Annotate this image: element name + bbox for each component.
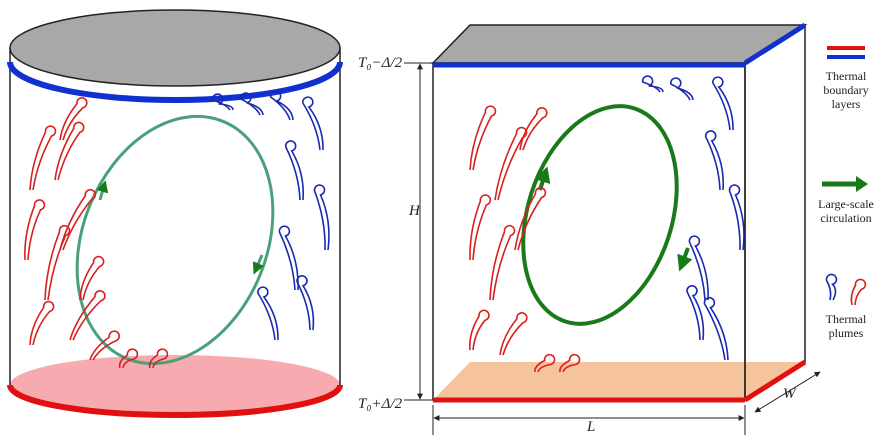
- plume: [704, 130, 725, 191]
- plume: [670, 77, 694, 101]
- plume: [79, 255, 105, 301]
- plume: [712, 76, 734, 131]
- plume: [284, 140, 305, 201]
- plume: [489, 224, 516, 301]
- length-label: L: [586, 419, 595, 435]
- legend-label: Large-scale: [818, 197, 874, 211]
- circulation: [75, 114, 275, 366]
- plume: [703, 296, 729, 361]
- plume: [534, 353, 556, 373]
- height-label: H: [408, 203, 421, 219]
- legend-label: Thermal: [826, 69, 867, 83]
- cold-layer: [7, 61, 343, 103]
- plume: [559, 353, 581, 373]
- plume: [29, 125, 57, 191]
- hot-plate: [433, 362, 805, 400]
- plume: [240, 92, 264, 116]
- legend-label: boundary: [823, 83, 868, 97]
- plume: [257, 286, 279, 341]
- plume: [302, 96, 324, 151]
- plume: [211, 93, 234, 111]
- plume: [641, 75, 664, 93]
- plume: [59, 97, 88, 141]
- plume: [54, 121, 85, 181]
- circulation: [521, 104, 679, 326]
- legend: [822, 46, 868, 192]
- plume: [148, 348, 169, 369]
- legend-text: ThermalboundarylayersLarge-scalecirculat…: [818, 69, 874, 340]
- plume: [44, 224, 71, 301]
- plume: [688, 235, 709, 301]
- legend-label: Thermal: [826, 312, 867, 326]
- plume: [514, 186, 547, 251]
- plumes: [24, 75, 867, 373]
- plume: [825, 273, 838, 301]
- top-temperature: T₀−Δ/2: [358, 55, 403, 71]
- cold-plate: [9, 9, 341, 87]
- plume: [728, 184, 745, 251]
- box: [404, 22, 821, 435]
- cylinder: [7, 9, 343, 418]
- plume: [278, 225, 299, 291]
- plume: [296, 275, 315, 331]
- plume: [69, 290, 106, 341]
- hot-plate: [10, 355, 340, 415]
- plume: [24, 199, 46, 261]
- plume: [686, 285, 705, 341]
- plume: [29, 300, 55, 346]
- plume: [269, 90, 294, 121]
- hot-layer: [7, 384, 343, 418]
- plume: [850, 278, 867, 306]
- plume: [469, 194, 492, 261]
- plume: [118, 348, 139, 369]
- plume: [499, 312, 528, 356]
- plume: [59, 188, 97, 251]
- legend-label: circulation: [820, 211, 871, 225]
- legend-label: layers: [832, 97, 861, 111]
- plume: [469, 309, 490, 351]
- plume: [494, 126, 528, 201]
- width-label: W: [783, 386, 797, 402]
- plume: [89, 330, 120, 361]
- cold-plate: [431, 24, 808, 64]
- plume: [519, 107, 548, 151]
- legend-label: plumes: [829, 326, 864, 340]
- bottom-temperature: T₀+Δ/2: [358, 396, 403, 412]
- plume: [469, 105, 497, 171]
- plume: [313, 184, 330, 251]
